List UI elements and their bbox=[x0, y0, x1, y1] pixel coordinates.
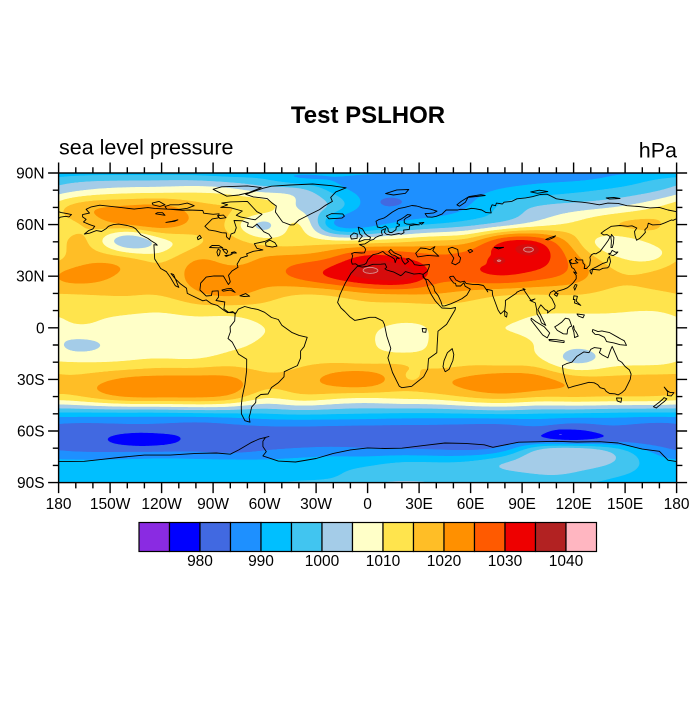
svg-text:Test PSLHOR: Test PSLHOR bbox=[291, 102, 445, 129]
svg-text:hPa: hPa bbox=[639, 139, 677, 163]
svg-text:120E: 120E bbox=[555, 496, 591, 513]
svg-text:1020: 1020 bbox=[427, 553, 462, 570]
svg-text:0: 0 bbox=[363, 496, 372, 513]
svg-text:60S: 60S bbox=[17, 424, 45, 441]
svg-text:sea level pressure: sea level pressure bbox=[59, 136, 233, 160]
svg-text:150E: 150E bbox=[607, 496, 643, 513]
svg-text:90E: 90E bbox=[508, 496, 536, 513]
svg-text:150W: 150W bbox=[90, 496, 131, 513]
svg-text:0: 0 bbox=[36, 320, 45, 337]
svg-text:980: 980 bbox=[187, 553, 213, 570]
svg-text:30W: 30W bbox=[300, 496, 332, 513]
svg-text:180: 180 bbox=[46, 496, 72, 513]
svg-text:30N: 30N bbox=[16, 269, 44, 286]
svg-text:120W: 120W bbox=[141, 496, 182, 513]
svg-text:60E: 60E bbox=[457, 496, 485, 513]
svg-text:30E: 30E bbox=[405, 496, 433, 513]
svg-text:1010: 1010 bbox=[366, 553, 401, 570]
svg-text:90W: 90W bbox=[197, 496, 229, 513]
svg-text:30S: 30S bbox=[17, 372, 45, 389]
svg-text:180: 180 bbox=[664, 496, 690, 513]
svg-text:1030: 1030 bbox=[488, 553, 523, 570]
svg-text:990: 990 bbox=[248, 553, 274, 570]
svg-text:60W: 60W bbox=[249, 496, 281, 513]
svg-text:60N: 60N bbox=[16, 217, 44, 234]
svg-text:90S: 90S bbox=[17, 475, 45, 492]
svg-text:90N: 90N bbox=[16, 166, 44, 183]
svg-text:1040: 1040 bbox=[549, 553, 584, 570]
svg-text:1000: 1000 bbox=[305, 553, 340, 570]
